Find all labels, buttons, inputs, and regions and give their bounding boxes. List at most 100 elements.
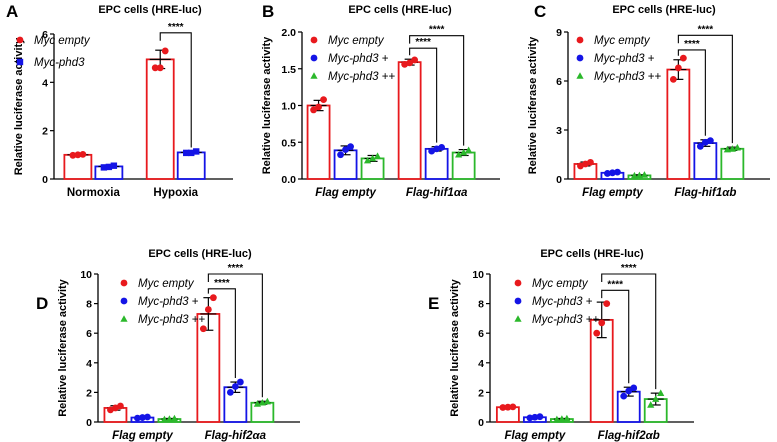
legend-marker [514,279,522,287]
data-point [315,103,322,111]
significance-bracket [207,273,263,398]
significance-label: **** [429,25,445,36]
legend-label: Myc empty [328,35,385,47]
y-tick-label: 1.0 [281,101,296,113]
y-tick-label: 6 [86,328,92,340]
y-tick-label: 0.5 [281,137,296,149]
data-point [112,404,119,412]
data-point [604,170,611,177]
data-point [263,397,271,405]
data-point [609,169,616,177]
data-point [342,146,349,154]
data-point [110,162,118,169]
chart-panel-C: EPC cells (HRE-luc) 0 3 6 9 Relative lucifera… [527,4,770,199]
bar [397,61,422,180]
y-tick-label: 10 [472,269,484,281]
legend-marker [576,54,584,62]
significance-bracket [677,34,733,144]
data-point [320,96,327,104]
data-point [640,171,649,178]
data-point [226,389,234,396]
y-tick-label: 10 [80,269,92,281]
chart-title: EPC cells (HRE-luc) [612,4,716,16]
y-tick-label: 4 [478,358,484,370]
x-category-label: Flag-hif2αa [205,430,267,442]
data-point [69,151,77,159]
x-category-label: Flag-hif2αb [598,430,660,442]
data-point [598,319,606,327]
data-point [433,145,441,153]
panel-letter-D: D [36,294,48,313]
y-axis-label: Relative luciferase activity [449,278,461,416]
significance-label: **** [214,278,230,289]
data-point [669,75,677,83]
data-point [199,325,207,333]
y-axis-label: Relative luciferase activity [527,36,539,174]
chart-panel-E: EPC cells (HRE-luc) 0 2 4 6 8 10 Relative lucif… [449,248,694,442]
significance-bracket [601,289,630,384]
legend-label: Myc empty [34,35,91,47]
data-point [204,306,212,313]
data-point [406,59,414,67]
data-point [455,150,463,158]
y-tick-label: 3 [556,125,562,137]
data-point [310,106,317,114]
data-point [161,47,169,55]
significance-label: **** [684,39,700,50]
data-point [79,150,87,158]
legend-marker [120,279,128,287]
panel-letter-A: A [6,2,18,21]
significance-bracket [207,288,236,379]
chart-title: EPC cells (HRE-luc) [98,4,202,16]
data-point [499,404,507,411]
significance-label: **** [607,279,623,290]
legend-label: Myc-phd3 ++ [594,71,661,83]
x-category-label: Flag-hif1αa [406,187,468,199]
data-point [465,146,473,154]
y-tick-label: 0 [42,174,48,186]
legend-label: Myc-phd3 + [594,53,655,65]
legend-marker [310,54,318,62]
data-point [460,148,468,156]
x-category-label: Flag empty [582,187,643,199]
data-point [531,413,539,421]
data-point [105,163,113,171]
bar [63,153,93,180]
significance-bracket [409,47,438,143]
data-point [728,145,736,152]
significance-label: **** [415,37,431,48]
y-tick-label: 0 [556,174,562,186]
data-point [536,413,544,421]
chart-panel-D: EPC cells (HRE-luc) 0 2 4 6 8 10 Relative lucif… [57,248,300,442]
x-category-label: Normoxia [67,187,121,199]
legend-marker [310,72,318,79]
significance-bracket [409,35,465,146]
chart-panel-A: EPC cells (HRE-luc) 0 2 4 6 Relative lucifera… [13,4,233,199]
legend-marker [514,315,522,322]
data-point [160,415,169,423]
legend-label: Myc-phd3 ++ [138,314,205,326]
y-axis-label: Relative luciferase activity [57,278,69,416]
data-point [209,294,217,302]
panel-letter-C: C [534,2,546,21]
data-point [183,149,190,157]
legend-label: Myc empty [532,278,589,290]
legend-marker [576,72,584,79]
data-point [188,149,195,157]
legend-marker [16,58,24,66]
y-tick-label: 6 [42,29,48,41]
legend-marker [310,36,318,44]
data-point [231,383,239,390]
legend-label: Myc-phd3 ++ [532,314,599,326]
data-point [170,414,179,422]
y-tick-label: 0 [478,417,484,429]
data-point [144,413,151,421]
y-tick-label: 8 [86,299,92,311]
y-tick-label: 2 [86,387,92,399]
y-tick-label: 6 [556,76,562,88]
legend-label: Myc-phd3 + [138,296,199,308]
significance-label: **** [698,24,714,35]
y-tick-label: 1.5 [281,64,296,76]
x-category-label: Flag-hif1αb [674,187,736,199]
